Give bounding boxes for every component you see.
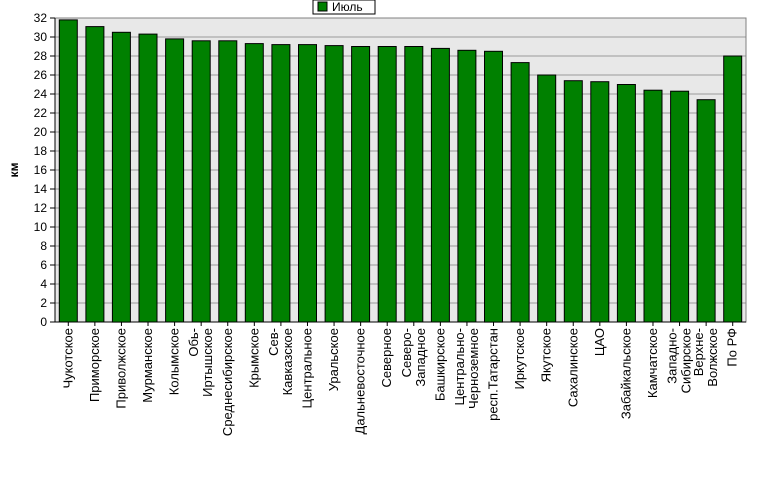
- y-tick-label: 12: [34, 201, 48, 215]
- bar: [696, 99, 716, 323]
- bar: [430, 47, 450, 323]
- bar: [510, 62, 530, 323]
- x-tick-label: Уральское: [326, 328, 341, 391]
- y-tick-label: 10: [34, 220, 48, 234]
- bar: [244, 43, 264, 323]
- y-tick-label: 22: [34, 106, 48, 120]
- bar: [563, 80, 583, 323]
- bar: [191, 40, 211, 323]
- x-tick-label: Камчатское: [645, 328, 660, 398]
- x-tick-label: респ.Татарстан: [486, 328, 501, 421]
- x-tick-label: Центрально-: [452, 328, 467, 406]
- bar: [537, 74, 557, 323]
- y-tick-label: 28: [34, 49, 48, 63]
- bar: [670, 90, 690, 323]
- bars: [58, 19, 743, 323]
- y-axis-title: км: [7, 162, 21, 177]
- legend: Июль: [312, 0, 376, 15]
- x-tick-label: Мурманское: [140, 328, 155, 403]
- bar: [590, 81, 610, 323]
- y-tick-label: 32: [34, 11, 48, 25]
- bar: [457, 49, 477, 323]
- x-tick-label: Колымское: [167, 328, 182, 395]
- y-tick-label: 6: [40, 258, 47, 272]
- x-tick-label: Центральное: [299, 328, 314, 408]
- bar: [138, 33, 158, 323]
- y-tick-label: 18: [34, 144, 48, 158]
- bar: [643, 89, 663, 323]
- x-tick-label: Сибирское: [679, 328, 694, 393]
- x-tick-label: Обь-: [186, 328, 201, 357]
- bar: [111, 31, 131, 323]
- bar: [404, 46, 424, 323]
- y-tick-label: 16: [34, 163, 48, 177]
- x-tick-label: Кавказское: [280, 328, 295, 395]
- x-tick-label: Якутское: [539, 328, 554, 382]
- x-tick-label: Иртышское: [200, 328, 215, 397]
- legend-swatch: [317, 1, 328, 12]
- y-tick-label: 2: [40, 296, 47, 310]
- x-tick-label: Иркутское: [512, 328, 527, 390]
- x-tick-label: Среднесибирское: [220, 328, 235, 436]
- legend-label: Июль: [332, 0, 363, 14]
- x-tick-label: Сев-: [266, 328, 281, 356]
- x-tick-label: Дальневосточное: [353, 328, 368, 434]
- y-tick-label: 8: [40, 239, 47, 253]
- x-tick-label: ЦАО: [592, 328, 607, 356]
- x-tick-label: Башкирское: [432, 328, 447, 401]
- bar: [298, 44, 317, 323]
- bar: [723, 55, 743, 323]
- legend-box: [312, 0, 376, 15]
- y-tick-label: 30: [34, 30, 48, 44]
- x-tick-label: Западно-: [665, 328, 680, 384]
- x-tick-label: Черноземное: [466, 328, 481, 409]
- bar: [85, 26, 105, 323]
- x-tick-label: Сахалинское: [565, 328, 580, 407]
- x-tick-label: Забайкальское: [618, 328, 633, 419]
- y-tick-label: 0: [40, 315, 47, 329]
- plot-area: [54, 17, 747, 323]
- y-tick-label: 26: [34, 68, 48, 82]
- x-tick-label: Северное: [379, 328, 394, 387]
- x-tick-label: Приморское: [87, 328, 102, 402]
- x-tick-label: По РФ: [725, 328, 740, 367]
- x-tick-label: Крымское: [246, 328, 261, 388]
- bar: [218, 40, 238, 323]
- x-tick-label: Северо-: [399, 328, 414, 377]
- bar: [324, 45, 344, 323]
- y-tick-label: 4: [40, 277, 47, 291]
- bar: [377, 46, 397, 323]
- bar: [271, 44, 291, 323]
- bar: [58, 19, 78, 323]
- bar: [351, 46, 371, 323]
- x-tick-label: Верхне-: [691, 328, 706, 376]
- x-axis: Чукотское Приморское Приволжское Мурманское…: [55, 321, 746, 436]
- x-tick-label: Приволжское: [113, 328, 128, 409]
- y-tick-label: 14: [34, 182, 48, 196]
- x-tick-label: Западное: [413, 328, 428, 387]
- x-tick-label: Чукотское: [60, 328, 75, 389]
- y-tick-label: 20: [34, 125, 48, 139]
- bar: [165, 38, 185, 323]
- bar: [484, 50, 503, 323]
- bar: [616, 84, 636, 323]
- y-tick-label: 24: [34, 87, 48, 101]
- x-tick-label: Волжское: [705, 328, 720, 387]
